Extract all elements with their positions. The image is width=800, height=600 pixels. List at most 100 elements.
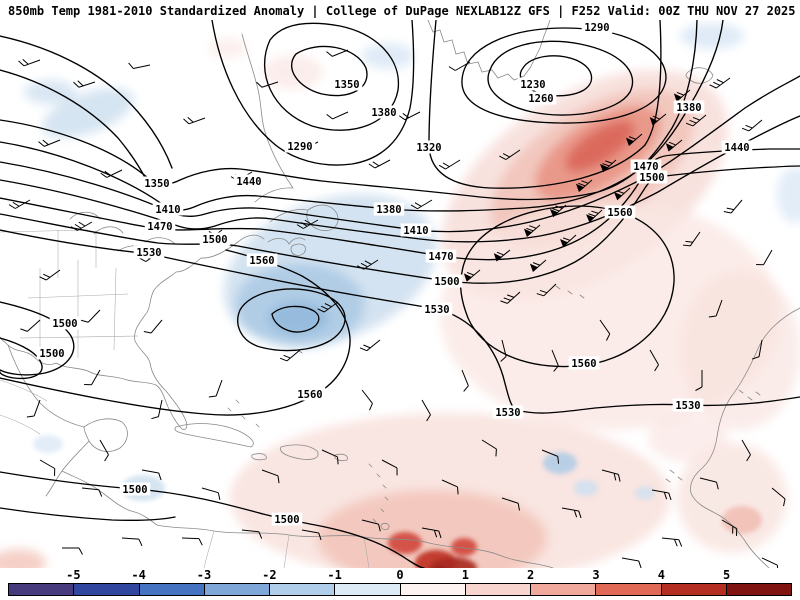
- anomaly-shading-layer: [0, 23, 800, 568]
- contour-label: 1530: [136, 247, 161, 259]
- wind-barb-icon: [368, 153, 391, 171]
- colorbar-segment: [596, 584, 662, 595]
- wind-barb-icon: [755, 246, 773, 269]
- contour-label: 1560: [297, 389, 322, 401]
- wind-barb-icon: [723, 195, 743, 217]
- wind-barb-icon: [19, 314, 41, 335]
- product-title: 850mb Temp 1981-2010 Standardized Anomal…: [8, 3, 500, 18]
- contour-label-mask: [271, 512, 303, 526]
- wind-barb-icon: [741, 114, 763, 134]
- contour-label: 1350: [334, 79, 359, 91]
- contour-label-mask: [525, 91, 557, 105]
- wind-barb-icon: [150, 398, 163, 421]
- contour-label-mask: [517, 77, 549, 91]
- contour-label: 1530: [424, 304, 449, 316]
- contour-label-mask: [199, 232, 231, 246]
- wind-barb-icon: [438, 153, 461, 172]
- contour-label: 1380: [371, 107, 396, 119]
- contour-label-mask: [373, 202, 405, 216]
- wind-barb-icon: [18, 53, 41, 68]
- wind-barb-icon: [326, 43, 349, 59]
- colorbar-segment: [270, 584, 336, 595]
- colorbar-segment: [74, 584, 140, 595]
- contour-label-mask: [636, 170, 668, 184]
- wind-barb-icon: [36, 459, 59, 477]
- contour-label: 1530: [495, 407, 520, 419]
- wind-barb-icon: [356, 389, 376, 411]
- colorbar-tick: 1: [461, 568, 469, 582]
- contour-label-mask: [400, 223, 432, 237]
- colorbar-segment: [400, 584, 466, 595]
- colorbar-segment: [335, 584, 401, 595]
- wind-barb-icon: [128, 58, 151, 70]
- colorbar-tick: -1: [327, 568, 342, 582]
- wind-barb-icon: [359, 334, 381, 354]
- contour-label: 1380: [376, 204, 401, 216]
- colorbar-segment: [531, 584, 597, 595]
- contour-label-mask: [425, 249, 457, 263]
- contour-label: 1560: [249, 255, 274, 267]
- contour-label-mask: [581, 20, 613, 34]
- contour-label: 1410: [403, 225, 428, 237]
- contour-label: 1560: [571, 358, 596, 370]
- contour-label: 1350: [144, 178, 169, 190]
- wind-barb-icon: [448, 55, 471, 73]
- coastline-layer: [0, 20, 800, 568]
- contour-label: 1500: [202, 234, 227, 246]
- contour-label-mask: [413, 140, 445, 154]
- contour-label-mask: [721, 140, 753, 154]
- colorbar-tick: 3: [592, 568, 600, 582]
- contour-label-mask: [673, 100, 705, 114]
- contour-label: 1470: [633, 161, 658, 173]
- contour-label-mask: [630, 159, 662, 173]
- wind-barb-icon: [208, 377, 223, 400]
- colorbar-tick: 4: [657, 568, 665, 582]
- colorbar-gradient: [8, 583, 792, 596]
- contour-label: 1500: [52, 318, 77, 330]
- colorbar-segment: [661, 584, 727, 595]
- contour-label: 1500: [39, 348, 64, 360]
- contour-label-mask: [568, 356, 600, 370]
- wind-barb-icon: [72, 75, 96, 89]
- contour-label-mask: [49, 316, 81, 330]
- contour-label-mask: [233, 174, 265, 188]
- contour-label-mask: [36, 346, 68, 360]
- contour-label: 1380: [676, 102, 701, 114]
- contour-label: 1500: [122, 484, 147, 496]
- colorbar-segment: [204, 584, 270, 595]
- contour-label-mask: [294, 387, 326, 401]
- contour-label-mask: [141, 176, 173, 190]
- contour-label-mask: [431, 274, 463, 288]
- contour-label-mask: [421, 302, 453, 316]
- contour-label: 1470: [147, 221, 172, 233]
- contour-label-mask: [368, 105, 400, 119]
- map-canvas: 1290 1230 1260 1350 1380 1290 1320 1380 1440 1470…: [0, 20, 800, 568]
- wind-barb-icon: [61, 547, 83, 555]
- contour-label-mask: [144, 219, 176, 233]
- wind-barb-icon: [39, 264, 61, 283]
- wind-barb-icon: [80, 304, 101, 326]
- wind-barb-icon: [83, 366, 101, 389]
- contour-label-mask: [672, 398, 704, 412]
- colorbar-tick: 2: [527, 568, 535, 582]
- wind-barb-icon: [660, 537, 683, 548]
- colorbar-segment: [465, 584, 531, 595]
- colorbar-tick: -3: [196, 568, 212, 582]
- title-bar: 850mb Temp 1981-2010 Standardized Anomal…: [0, 0, 800, 20]
- wind-barb-icon: [279, 344, 301, 364]
- contour-label: 1320: [416, 142, 441, 154]
- contour-label: 1500: [434, 276, 459, 288]
- contour-label: 1560: [607, 207, 632, 219]
- contour-label-mask: [133, 245, 165, 259]
- contour-label: 1290: [287, 141, 312, 153]
- colorbar-tick: -5: [66, 568, 81, 582]
- contour-label: 1230: [520, 79, 545, 91]
- wind-barb-icon: [100, 163, 123, 180]
- contour-label-mask: [331, 77, 363, 91]
- colorbar-tick: -2: [262, 568, 277, 582]
- contour-label: 1290: [584, 22, 609, 34]
- contour-label-mask: [284, 139, 316, 153]
- contour-label: 1260: [528, 93, 553, 105]
- colorbar-segment: [139, 584, 205, 595]
